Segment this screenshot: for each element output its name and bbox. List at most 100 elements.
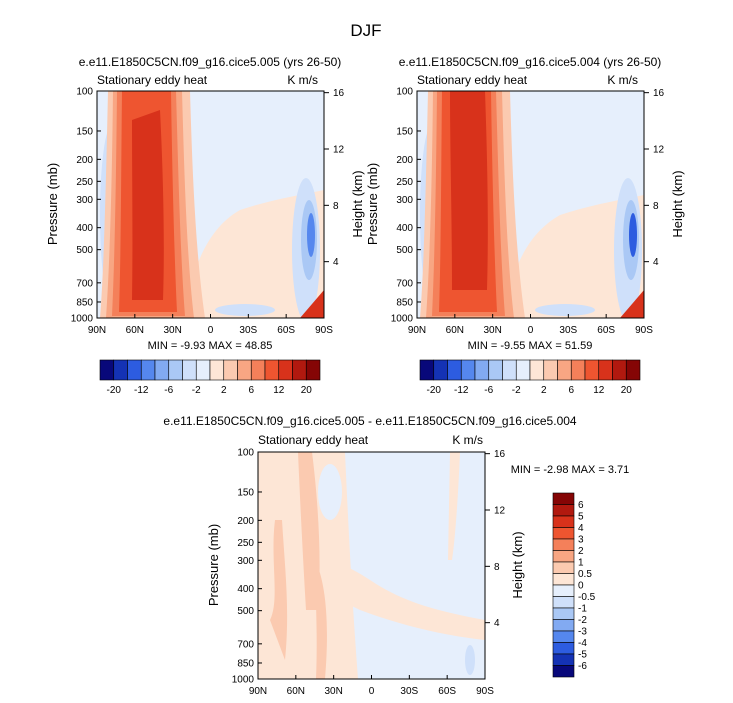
colorbar-segment bbox=[223, 359, 238, 381]
y-tick-label: 200 bbox=[396, 155, 413, 166]
y-axis-label: Pressure (mb) bbox=[45, 163, 60, 245]
y-tick-label: 1000 bbox=[71, 314, 94, 325]
colorbar-segment bbox=[552, 504, 575, 517]
colorbar-segment bbox=[264, 359, 280, 381]
y-right-tick-label: 8 bbox=[494, 562, 500, 573]
x-tick-label: 90S bbox=[476, 686, 494, 697]
panel-left-label: Stationary eddy heat bbox=[97, 73, 208, 87]
y-right-tick-label: 16 bbox=[494, 449, 506, 460]
colorbar-label: -2 bbox=[512, 385, 521, 396]
x-tick-label: 90S bbox=[315, 325, 333, 336]
x-tick-label: 30N bbox=[483, 325, 501, 336]
colorbar-segment bbox=[419, 359, 435, 381]
panel-units-label: K m/s bbox=[607, 73, 638, 87]
y-tick-label: 1000 bbox=[232, 675, 255, 686]
y-right-tick-label: 12 bbox=[653, 144, 665, 155]
y-tick-label: 200 bbox=[76, 155, 93, 166]
colorbar-segment bbox=[529, 359, 545, 381]
colorbar-label: 2 bbox=[541, 385, 547, 396]
colorbar-segment bbox=[182, 359, 197, 381]
panel-units-label: K m/s bbox=[287, 73, 318, 87]
colorbar-label: -6 bbox=[484, 385, 493, 396]
colorbar-segment bbox=[552, 642, 575, 655]
heatmap-plot bbox=[96, 90, 325, 319]
y-tick-label: 500 bbox=[396, 245, 413, 256]
colorbar-segment bbox=[552, 665, 575, 678]
colorbar-segment bbox=[552, 515, 575, 528]
colorbar-segment bbox=[598, 359, 613, 381]
y-tick-label: 700 bbox=[237, 639, 254, 650]
colorbar-label: 5 bbox=[578, 512, 584, 523]
panel-difference: e.e11.E1850C5CN.f09_g16.cice5.005 - e.e1… bbox=[163, 414, 629, 697]
y-right-tick-label: 16 bbox=[333, 88, 345, 99]
y-axis-right-label: Height (km) bbox=[510, 531, 525, 598]
colorbar-segment bbox=[570, 359, 586, 381]
colorbar-label: -4 bbox=[578, 638, 587, 649]
colorbar-label: -6 bbox=[164, 385, 173, 396]
x-tick-label: 60S bbox=[597, 325, 615, 336]
x-tick-label: 60S bbox=[277, 325, 295, 336]
y-right-tick-label: 12 bbox=[333, 144, 345, 155]
y-tick-label: 400 bbox=[237, 584, 254, 595]
colorbar-segment bbox=[278, 359, 293, 381]
colorbar-segment bbox=[552, 653, 575, 666]
colorbar-label: -5 bbox=[578, 650, 587, 661]
colorbar-segment bbox=[552, 596, 575, 609]
y-tick-label: 250 bbox=[76, 177, 93, 188]
x-tick-label: 30N bbox=[324, 686, 342, 697]
panel-title: e.e11.E1850C5CN.f09_g16.cice5.005 - e.e1… bbox=[163, 414, 577, 428]
x-tick-label: 90N bbox=[408, 325, 426, 336]
y-tick-label: 100 bbox=[237, 448, 254, 459]
panel-title: e.e11.E1850C5CN.f09_g16.cice5.004 (yrs 2… bbox=[399, 55, 662, 69]
colorbar-segment bbox=[447, 359, 462, 381]
heatmap-plot bbox=[416, 90, 645, 319]
colorbar-label: 12 bbox=[593, 385, 605, 396]
colorbar-segment bbox=[552, 550, 575, 563]
colorbar-segment bbox=[625, 359, 641, 381]
colorbar-segment bbox=[515, 359, 531, 381]
y-tick-label: 250 bbox=[237, 538, 254, 549]
x-tick-label: 30N bbox=[163, 325, 181, 336]
x-tick-label: 0 bbox=[369, 686, 375, 697]
y-axis-right-label: Height (km) bbox=[350, 170, 365, 237]
colorbar-label: 6 bbox=[248, 385, 254, 396]
y-tick-label: 1000 bbox=[391, 314, 414, 325]
colorbar-segment bbox=[584, 359, 600, 381]
colorbar-segment bbox=[305, 359, 321, 381]
colorbar-label: -2 bbox=[578, 615, 587, 626]
colorbar-label: -2 bbox=[192, 385, 201, 396]
min-max-label: MIN = -9.93 MAX = 48.85 bbox=[148, 340, 273, 352]
x-tick-label: 60N bbox=[287, 686, 305, 697]
colorbar-label: 0.5 bbox=[578, 569, 592, 580]
colorbar-segment bbox=[552, 538, 575, 551]
colorbar-segment bbox=[195, 359, 211, 381]
y-axis-right-label: Height (km) bbox=[670, 170, 685, 237]
colorbar-segment bbox=[237, 359, 252, 381]
panel-control-005: e.e11.E1850C5CN.f09_g16.cice5.005 (yrs 2… bbox=[45, 55, 365, 352]
y-tick-label: 850 bbox=[76, 297, 93, 308]
colorbar-segment bbox=[612, 359, 627, 381]
colorbar-label: 6 bbox=[568, 385, 574, 396]
colorbar-label: 6 bbox=[578, 500, 584, 511]
panel-title: e.e11.E1850C5CN.f09_g16.cice5.005 (yrs 2… bbox=[79, 55, 342, 69]
colorbar-segment bbox=[552, 607, 575, 620]
colorbar-segment bbox=[543, 359, 558, 381]
colorbar-label: 2 bbox=[578, 546, 584, 557]
colorbar-label: 4 bbox=[578, 523, 584, 534]
y-right-tick-label: 4 bbox=[653, 257, 659, 268]
y-tick-label: 150 bbox=[396, 126, 413, 137]
y-tick-label: 300 bbox=[396, 195, 413, 206]
colorbar-label: 1 bbox=[578, 558, 584, 569]
y-tick-label: 400 bbox=[396, 223, 413, 234]
y-tick-label: 500 bbox=[76, 245, 93, 256]
colorbar-label: 3 bbox=[578, 535, 584, 546]
x-tick-label: 30S bbox=[559, 325, 577, 336]
heatmap-plot bbox=[257, 451, 486, 680]
y-right-tick-label: 4 bbox=[333, 257, 339, 268]
colorbar-label: -3 bbox=[578, 627, 587, 638]
y-tick-label: 850 bbox=[237, 658, 254, 669]
colorbar-label: 20 bbox=[301, 385, 313, 396]
